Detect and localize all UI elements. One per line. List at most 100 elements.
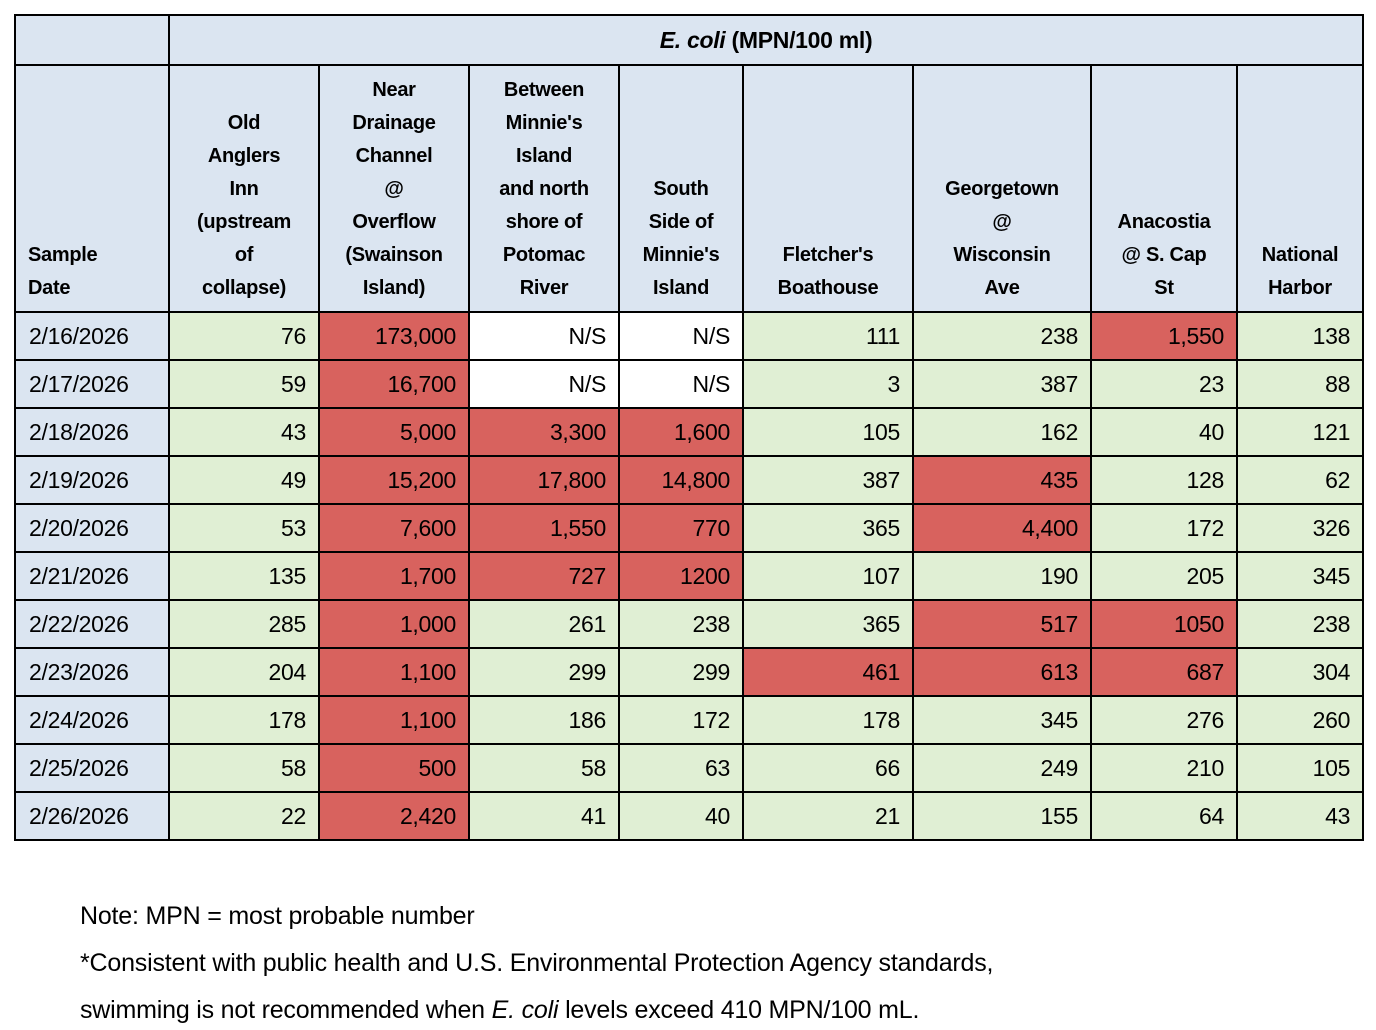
value-cell: 1,550 [1090,311,1238,361]
value-cell: 260 [1235,695,1365,745]
corner-blank-cell [14,14,170,66]
value-cell: 238 [912,311,1092,361]
value-cell: 205 [1090,551,1238,601]
value-cell: 178 [168,695,320,745]
value-cell: 2,420 [318,791,470,841]
note-threshold-pre: swimming is not recommended when [80,996,492,1024]
value-cell: 727 [468,551,620,601]
value-cell: 186 [468,695,620,745]
sample-date-cell: 2/23/2026 [14,647,170,697]
column-header-location: Near Drainage Channel @ Overflow (Swains… [318,64,470,313]
value-cell: 435 [912,455,1092,505]
value-cell: 326 [1235,503,1365,553]
sample-date-cell: 2/26/2026 [14,791,170,841]
value-cell: 285 [168,599,320,649]
value-cell: 88 [1235,359,1365,409]
value-cell: 613 [912,647,1092,697]
value-cell: 53 [168,503,320,553]
value-cell: 1050 [1090,599,1238,649]
value-cell: 172 [618,695,744,745]
table-row: 2/25/2026 58 500 58 63 66 249 210 105 [14,743,1365,793]
value-cell: 22 [168,791,320,841]
table-body: 2/16/2026 76 173,000 N/S N/S 111 238 1,550 138 2/… [14,311,1365,841]
value-cell: 58 [168,743,320,793]
note-threshold-post: levels exceed 410 MPN/100 mL. [558,996,920,1024]
value-cell: 299 [468,647,620,697]
sample-date-cell: 2/17/2026 [14,359,170,409]
note-mpn-definition: Note: MPN = most probable number [80,902,475,930]
table-title-species: E. coli [659,26,726,53]
value-cell: 276 [1090,695,1238,745]
value-cell: 304 [1235,647,1365,697]
column-header-location: National Harbor [1235,64,1365,313]
value-cell: 770 [618,503,744,553]
value-cell: 49 [168,455,320,505]
value-cell: 63 [618,743,744,793]
column-header-location: Old Anglers Inn (upstream of collapse) [168,64,320,313]
table-row: 2/26/2026 22 2,420 41 40 21 155 64 43 [14,791,1365,841]
table-title-units: (MPN/100 ml) [725,26,873,53]
note-threshold-species: E. coli [491,996,559,1024]
table-row: 2/24/2026 178 1,100 186 172 178 345 276 260 [14,695,1365,745]
value-cell: 261 [468,599,620,649]
value-cell: 43 [168,407,320,457]
value-cell: 162 [912,407,1092,457]
value-cell: 23 [1090,359,1238,409]
value-cell: 16,700 [318,359,470,409]
value-cell: 107 [742,551,914,601]
value-cell: 517 [912,599,1092,649]
value-cell: 58 [468,743,620,793]
value-cell: 62 [1235,455,1365,505]
value-cell: 66 [742,743,914,793]
table-row: 2/17/2026 59 16,700 N/S N/S 3 387 23 88 [14,359,1365,409]
sample-date-cell: 2/21/2026 [14,551,170,601]
value-cell: 387 [742,455,914,505]
table-row: 2/21/2026 135 1,700 727 1200 107 190 205 345 [14,551,1365,601]
value-cell: 121 [1235,407,1365,457]
table-row: 2/20/2026 53 7,600 1,550 770 365 4,400 172 326 [14,503,1365,553]
value-cell: 238 [1235,599,1365,649]
sample-date-cell: 2/22/2026 [14,599,170,649]
value-cell: 1,700 [318,551,470,601]
table-row: 2/16/2026 76 173,000 N/S N/S 111 238 1,550 138 [14,311,1365,361]
value-cell: 64 [1090,791,1238,841]
value-cell: 172 [1090,503,1238,553]
sample-date-cell: 2/24/2026 [14,695,170,745]
column-header-location: Anacostia @ S. Cap St [1090,64,1238,313]
table-row: 2/23/2026 204 1,100 299 299 461 613 687 304 [14,647,1365,697]
value-cell: 41 [468,791,620,841]
value-cell: 210 [1090,743,1238,793]
value-cell: 345 [1235,551,1365,601]
value-cell: 345 [912,695,1092,745]
sample-date-cell: 2/20/2026 [14,503,170,553]
table-row: 2/18/2026 43 5,000 3,300 1,600 105 162 40 121 [14,407,1365,457]
value-cell: 299 [618,647,744,697]
table-header: E. coli (MPN/100 ml) Sample Date Old Angl… [14,14,1365,313]
sample-date-cell: 2/18/2026 [14,407,170,457]
value-cell: 204 [168,647,320,697]
column-header-location: Fletcher's Boathouse [742,64,914,313]
title-row: E. coli (MPN/100 ml) [14,14,1365,66]
ecoli-table: E. coli (MPN/100 ml) Sample Date Old Angl… [14,14,1365,841]
table-row: 2/22/2026 285 1,000 261 238 365 517 1050 238 [14,599,1365,649]
value-cell: 138 [1235,311,1365,361]
value-cell: 135 [168,551,320,601]
value-cell: N/S [468,311,620,361]
value-cell: 3 [742,359,914,409]
value-cell: 40 [1090,407,1238,457]
value-cell: 500 [318,743,470,793]
value-cell: N/S [618,311,744,361]
sample-date-cell: 2/19/2026 [14,455,170,505]
value-cell: 461 [742,647,914,697]
value-cell: 1,100 [318,647,470,697]
sample-date-cell: 2/25/2026 [14,743,170,793]
note-epa-standard-line2: swimming is not recommended when E. coli… [80,987,993,1030]
value-cell: 1,100 [318,695,470,745]
value-cell: 17,800 [468,455,620,505]
value-cell: 1,550 [468,503,620,553]
value-cell: 178 [742,695,914,745]
value-cell: 14,800 [618,455,744,505]
value-cell: 365 [742,503,914,553]
value-cell: 21 [742,791,914,841]
